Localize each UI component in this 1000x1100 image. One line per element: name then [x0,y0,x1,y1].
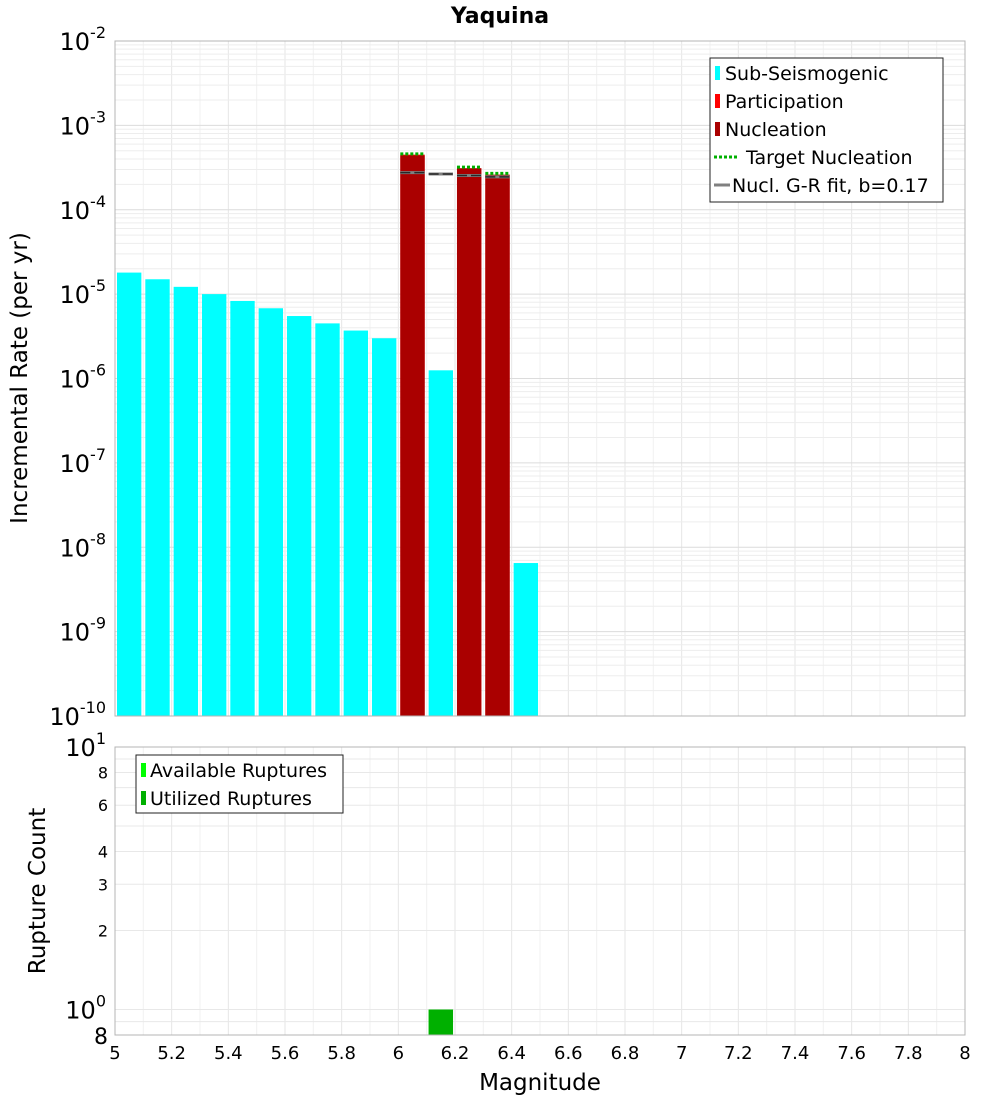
bottom-y-tick-label: 6 [98,796,108,815]
x-tick-label: 5.4 [214,1043,243,1064]
legend-label: Utilized Ruptures [150,788,312,810]
x-tick-label: 5 [109,1043,120,1064]
x-tick-label: 6.4 [497,1043,526,1064]
x-tick-label: 6.6 [554,1043,583,1064]
bottom-y-tick-label: 4 [98,842,108,861]
nucleation-bar [456,168,482,716]
sub-seismogenic-bar [343,330,369,716]
legend-swatch [715,66,720,80]
sub-seismogenic-bar [116,272,142,716]
top-legend-box [709,57,944,203]
sub-seismogenic-bar [201,294,227,716]
nucleation-bar [400,155,425,716]
legend-label: Nucl. G-R fit, b=0.17 [732,175,929,197]
x-tick-label: 7.4 [781,1043,810,1064]
top-y-tick-label: 10-2 [60,23,107,56]
x-tick-label: 6 [393,1043,404,1064]
chart-title: Yaquina [450,4,549,29]
x-tick-label: 7.2 [724,1043,753,1064]
top-bars [116,154,539,716]
bottom-plot-frame [114,746,966,1036]
x-tick-label: 7 [676,1043,687,1064]
top-y-tick-label: 10-9 [60,614,107,647]
legend-swatch [141,763,146,777]
top-y-tick-label: 10-5 [60,276,107,309]
x-tick-label: 5.6 [271,1043,300,1064]
bottom-y-tick-label: 100 [65,992,106,1025]
x-tick-label: 5.2 [157,1043,186,1064]
legend-swatch [715,122,720,136]
bottom-y-tick-label: 8 [94,1025,108,1050]
x-tick-label: 6.8 [611,1043,640,1064]
sub-seismogenic-bar [145,279,170,716]
x-tick-label: 7.8 [894,1043,923,1064]
top-y-tick-label: 10-8 [60,529,107,562]
bottom-y-tick-label: 8 [98,763,108,782]
legend-label: Target Nucleation [745,147,913,169]
bottom-legend-box [135,754,344,814]
x-tick-label: 7.6 [837,1043,866,1064]
bottom-y-axis-label: Rupture Count [25,808,51,974]
bottom-y-tick-label: 101 [65,729,106,762]
top-fit-lines [400,152,510,179]
sub-seismogenic-bar [230,300,255,716]
bottom-y-tick-label: 2 [98,922,108,941]
sub-seismogenic-bar [173,286,199,716]
sub-seismogenic-bar [315,323,340,716]
sub-seismogenic-bar [286,316,312,716]
nucleation-bar [485,174,510,716]
legend-swatch [141,791,146,805]
sub-seismogenic-bar [428,370,454,716]
sub-seismogenic-bar [371,338,397,716]
top-legend: Sub-Seismogenic Participation Nucleation Ta… [709,57,944,203]
top-y-tick-label: 10-3 [60,107,107,140]
x-tick-label: 8 [959,1043,970,1064]
x-axis-label: Magnitude [479,1070,601,1096]
top-y-tick-labels: 10-10 10-9 10-8 10-7 10-6 10-5 10-4 10-3 10-2 [49,23,106,731]
sub-seismogenic-bar [258,308,284,716]
top-panel: 10-10 10-9 10-8 10-7 10-6 10-5 10-4 10-3 10-2 In… [7,23,966,731]
legend-swatch [715,94,720,108]
x-tick-label: 6.2 [441,1043,470,1064]
sub-seismogenic-bar [513,563,539,716]
legend-label: Participation [725,91,844,113]
x-tick-labels: 5 5.2 5.4 5.6 5.8 6 6.2 6.4 6.6 6.8 7 7.2 7.4 7.6 7.8 8 [109,1043,970,1064]
top-y-tick-label: 10-4 [60,192,107,225]
bottom-legend: Available Ruptures Utilized Ruptures [135,754,344,814]
bottom-bars [428,1009,454,1035]
top-y-tick-label: 10-6 [60,361,107,394]
legend-label: Sub-Seismogenic [725,63,889,85]
top-y-axis-label: Incremental Rate (per yr) [7,232,33,524]
bottom-y-tick-label: 3 [98,875,108,894]
x-tick-label: 5.8 [327,1043,356,1064]
utilized-ruptures-bar [428,1009,454,1035]
top-y-tick-label: 10-10 [49,698,106,731]
top-plot-frame [114,40,966,717]
top-y-tick-label: 10-7 [60,445,107,478]
legend-label: Nucleation [725,119,827,141]
legend-label: Available Ruptures [150,760,327,782]
